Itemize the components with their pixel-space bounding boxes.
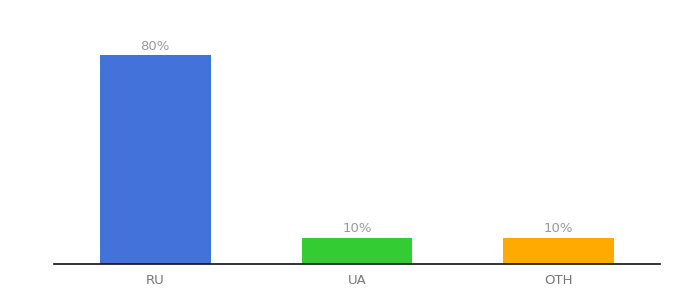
Text: 80%: 80% — [141, 40, 170, 53]
Text: 10%: 10% — [544, 222, 573, 235]
Bar — [301, 238, 413, 264]
Bar — [503, 238, 614, 264]
Bar — [100, 55, 211, 264]
Text: 10%: 10% — [342, 222, 372, 235]
